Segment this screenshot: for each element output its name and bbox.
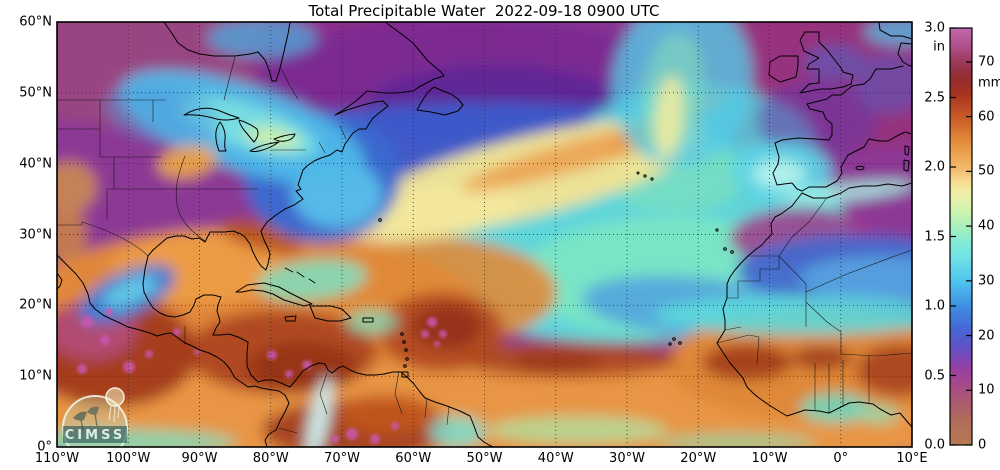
- tpw-blob: [207, 22, 317, 58]
- saturation-speckle: [331, 435, 339, 443]
- logo-text: CIMSS: [65, 428, 125, 443]
- tpw-blob: [337, 394, 437, 434]
- tpw-blob: [702, 344, 792, 380]
- colorbar-ticks: [950, 27, 972, 446]
- tpw-blob: [654, 75, 684, 159]
- saturation-speckle: [77, 364, 87, 374]
- tpw-blob: [855, 54, 912, 114]
- figure-title: Total Precipitable Water 2022-09-18 0900…: [308, 2, 660, 20]
- saturation-speckle: [346, 428, 358, 440]
- saturation-speckle: [427, 317, 437, 327]
- saturation-speckle: [434, 341, 440, 347]
- tpw-blob: [757, 80, 877, 160]
- tpw-blob: [487, 416, 667, 444]
- tpw-blob: [429, 416, 485, 447]
- saturation-speckle: [370, 434, 380, 444]
- colorbar: [949, 27, 973, 446]
- tpw-blob: [799, 256, 912, 300]
- plot-border: [56, 21, 913, 448]
- tpw-blob: [792, 346, 852, 370]
- logo-dish-icon: [73, 411, 87, 421]
- saturation-speckle: [100, 335, 110, 345]
- tpw-blob: [104, 84, 220, 144]
- tpw-blob: [221, 219, 303, 253]
- saturation-speckle: [285, 370, 293, 378]
- saturation-speckle: [105, 308, 113, 316]
- tpw-blob: [157, 145, 217, 179]
- tpw-blob: [654, 295, 912, 335]
- saturation-speckle: [81, 316, 93, 328]
- logo-banner: [63, 426, 127, 443]
- coastlines: [57, 22, 912, 447]
- logo-dish-icon: [87, 406, 99, 415]
- tpw-blob: [57, 161, 97, 213]
- political-borders: [57, 56, 912, 434]
- tpw-blob: [245, 127, 301, 149]
- saturation-speckle: [145, 350, 153, 358]
- saturation-speckle: [421, 330, 429, 338]
- logo-sun-icon: [105, 387, 125, 407]
- cimss-logo: CIMSS: [62, 387, 128, 447]
- tpw-blob: [753, 160, 805, 188]
- saturation-speckle: [173, 328, 181, 336]
- tpw-blob: [412, 305, 482, 349]
- tpw-blob: [800, 393, 870, 423]
- tpw-blob: [657, 433, 817, 447]
- tpw-blob: [512, 350, 602, 374]
- saturation-speckle: [194, 349, 200, 355]
- tpw-blob: [102, 275, 158, 309]
- graticule: [57, 22, 912, 447]
- saturation-speckle: [439, 330, 447, 338]
- saturation-speckle: [391, 422, 399, 430]
- tpw-blob: [859, 404, 899, 424]
- tpw-blob: [57, 207, 87, 263]
- saturation-speckle: [267, 350, 277, 360]
- saturation-speckle: [123, 361, 135, 373]
- tpw-blob: [857, 344, 912, 396]
- tpw-blob: [305, 376, 333, 447]
